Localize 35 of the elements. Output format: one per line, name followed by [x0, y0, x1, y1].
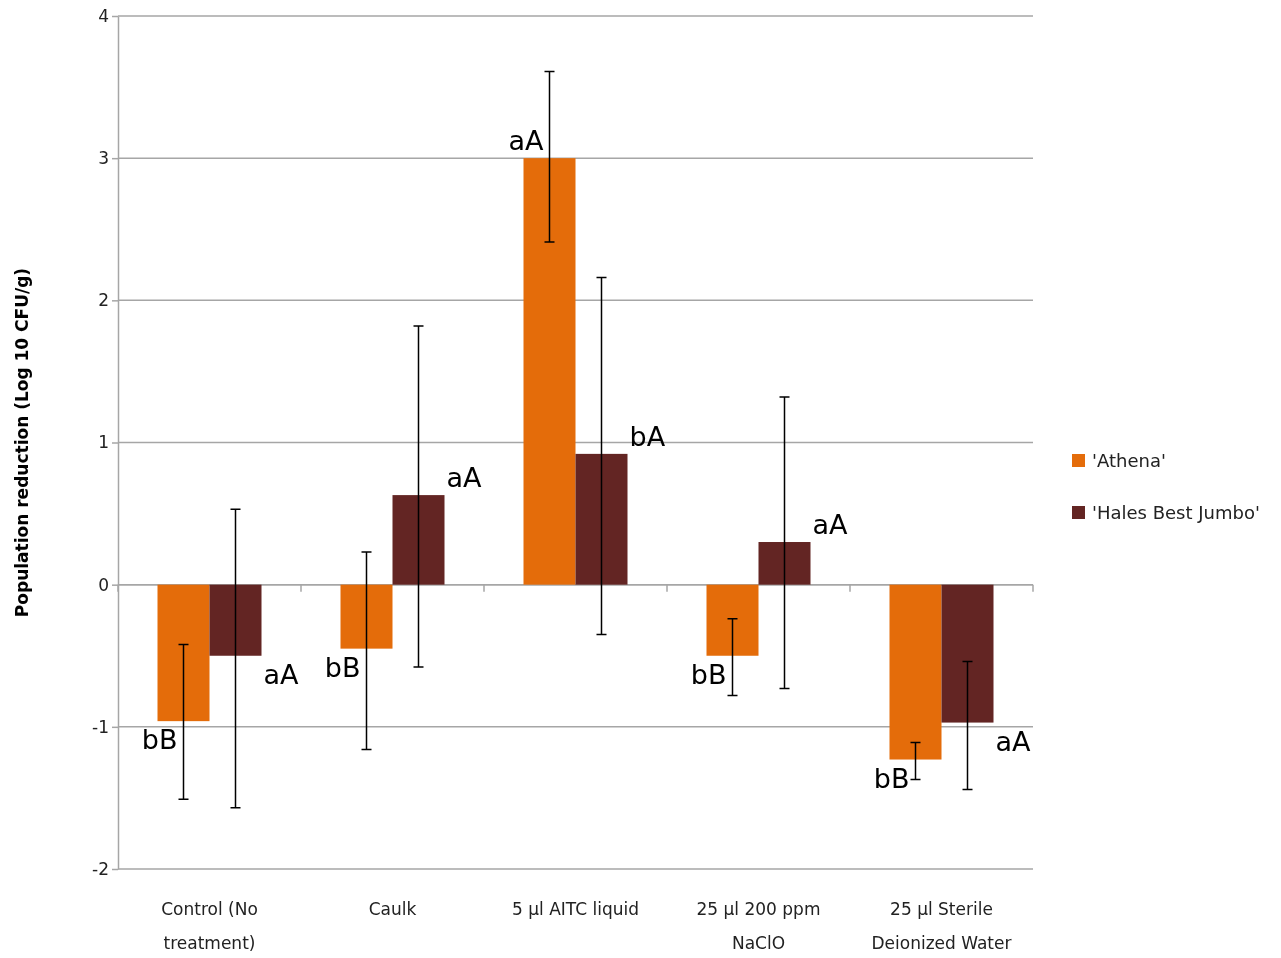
legend-label: 'Athena' — [1092, 450, 1166, 471]
y-tick-label: 1 — [98, 432, 109, 453]
x-tick-label: 25 µl Sterile Deionized Water — [871, 899, 1012, 953]
bar — [157, 584, 210, 722]
annotation: aA — [263, 658, 300, 690]
y-tick-label: 4 — [98, 5, 109, 26]
bar — [392, 495, 445, 585]
bar — [941, 584, 994, 723]
bar — [575, 453, 628, 585]
annotation: aA — [995, 725, 1032, 757]
annotation: bB — [690, 658, 727, 690]
y-tick-label: -1 — [92, 716, 109, 737]
annotation: aA — [812, 509, 849, 541]
bar — [889, 584, 942, 760]
x-tick-label: Control (No treatment) — [161, 899, 258, 953]
bar — [523, 158, 576, 585]
bar — [209, 584, 262, 656]
annotation: bA — [629, 420, 666, 452]
annotation: bB — [141, 724, 178, 756]
annotation: bB — [873, 762, 910, 794]
bar — [706, 584, 759, 656]
x-tick-label: 5 µl AITC liquid — [512, 899, 639, 919]
annotation: aA — [508, 125, 545, 157]
bar — [758, 542, 811, 585]
bar — [340, 584, 393, 649]
x-tick-label: Caulk — [368, 899, 417, 919]
y-tick-label: 2 — [98, 290, 109, 311]
y-axis-title: Population reduction (Log 10 CFU/g) — [12, 267, 32, 618]
legend-label: 'Hales Best Jumbo' — [1092, 502, 1260, 523]
y-tick-label: -2 — [92, 858, 109, 879]
annotation: bB — [324, 651, 361, 683]
y-tick-label: 3 — [98, 148, 109, 169]
annotation: aA — [446, 462, 483, 494]
y-tick-label: 0 — [98, 574, 109, 595]
x-tick-label: 25 µl 200 ppm NaClO — [696, 899, 821, 953]
